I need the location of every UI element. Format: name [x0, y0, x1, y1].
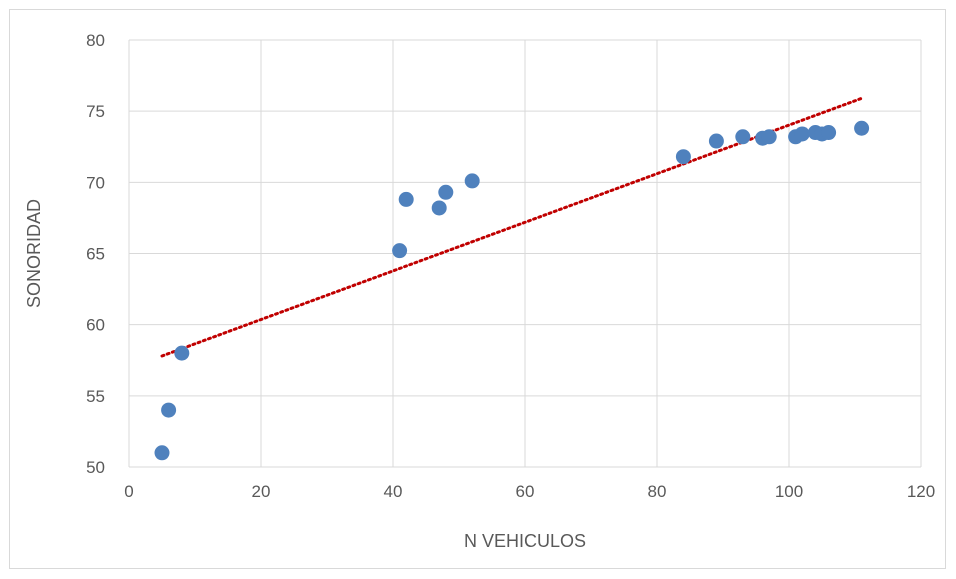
y-tick-label: 75	[86, 102, 105, 121]
data-point	[675, 149, 691, 165]
x-tick-label: 0	[124, 482, 133, 501]
data-point	[392, 243, 408, 259]
data-point	[438, 184, 454, 200]
data-point	[161, 402, 177, 418]
x-tick-label: 80	[648, 482, 667, 501]
y-tick-label: 55	[86, 387, 105, 406]
data-points	[154, 120, 870, 461]
data-point	[821, 125, 837, 141]
data-point	[794, 126, 810, 142]
x-tick-label: 120	[907, 482, 935, 501]
x-tick-label: 20	[252, 482, 271, 501]
x-tick-label: 100	[775, 482, 803, 501]
chart-frame	[9, 9, 946, 569]
data-point	[431, 200, 447, 216]
data-point	[854, 120, 870, 136]
y-tick-label: 70	[86, 173, 105, 192]
x-tick-label: 60	[516, 482, 535, 501]
y-tick-label: 60	[86, 316, 105, 335]
y-tick-label: 80	[86, 31, 105, 50]
data-point	[464, 173, 480, 189]
y-tick-label: 50	[86, 458, 105, 477]
data-point	[154, 445, 170, 461]
data-point	[735, 129, 751, 145]
tick-labels: 0 20 40 60 80 100 120 50 55 60 65 70 75 80	[86, 31, 935, 501]
x-tick-label: 40	[384, 482, 403, 501]
gridlines	[128, 39, 922, 468]
y-axis-title: SONORIDAD	[24, 199, 44, 308]
data-point	[398, 191, 414, 207]
data-point	[761, 129, 777, 145]
y-tick-label: 65	[86, 245, 105, 264]
x-axis-title: N VEHICULOS	[464, 531, 586, 551]
data-point	[174, 345, 190, 361]
data-point	[708, 133, 724, 149]
